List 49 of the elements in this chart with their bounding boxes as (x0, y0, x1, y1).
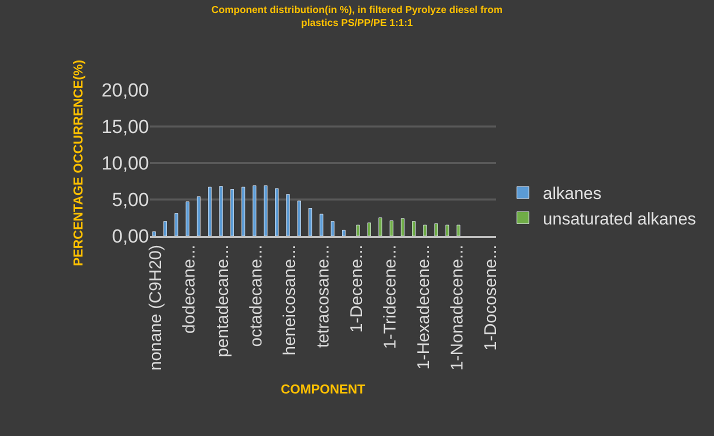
bar (342, 230, 346, 236)
x-tick-label: 1-Nonadecene... (447, 244, 466, 371)
bar (186, 201, 190, 236)
bar (230, 189, 234, 236)
y-tick-label: 20,00 (101, 80, 149, 102)
y-tick-label: 5,00 (112, 190, 149, 212)
legend-label: alkanes (542, 184, 602, 204)
bar (196, 196, 200, 236)
bar (390, 220, 394, 236)
bar (378, 218, 382, 236)
bar (219, 186, 223, 236)
bar (423, 224, 427, 236)
bar (242, 186, 246, 236)
x-tick-label: 1-Hexadecene... (414, 244, 433, 370)
bar (174, 213, 178, 236)
x-tick-label: 1-Decene... (347, 244, 366, 333)
y-tick-label: 15,00 (101, 117, 149, 138)
bar (308, 208, 312, 236)
x-tick-label: heneicosane... (280, 244, 300, 356)
bar (330, 221, 334, 236)
bar (252, 185, 256, 236)
bar (434, 223, 438, 236)
y-axis-title: PERCENTAGE OCCURRENCE(%) (70, 60, 86, 266)
bar (320, 214, 324, 236)
x-tick-label: pentadecane... (213, 244, 232, 358)
bar (286, 194, 290, 236)
chart-title: Component distribution(in %), in filtered Pyrolyze diesel from plastics PS/PP/PE 1:1:1 (211, 5, 503, 30)
bar (456, 224, 460, 236)
bar (163, 221, 167, 236)
x-tick-label: 1-Tridecene... (380, 244, 400, 350)
bar (400, 218, 404, 236)
x-tick-label: 1-Docosene... (480, 244, 500, 351)
legend-label: unsaturated alkanes (542, 209, 696, 228)
bar (152, 231, 156, 236)
x-tick-label: nonane (C9H20) (146, 244, 166, 371)
x-tick-label: tetracosane... (314, 244, 333, 348)
x-tick-label: dodecane... (180, 244, 199, 334)
bar (412, 221, 416, 236)
bar (208, 186, 212, 236)
bar (264, 185, 268, 236)
y-tick-label: 0,00 (112, 226, 149, 248)
y-tick-label: 10,00 (101, 154, 149, 175)
bar (367, 222, 371, 236)
bar (275, 188, 279, 236)
x-axis-title: COMPONENT (280, 382, 366, 397)
x-tick-label: octadecane... (246, 244, 266, 347)
bar (356, 224, 360, 236)
bar (297, 200, 301, 236)
bar (446, 224, 450, 236)
